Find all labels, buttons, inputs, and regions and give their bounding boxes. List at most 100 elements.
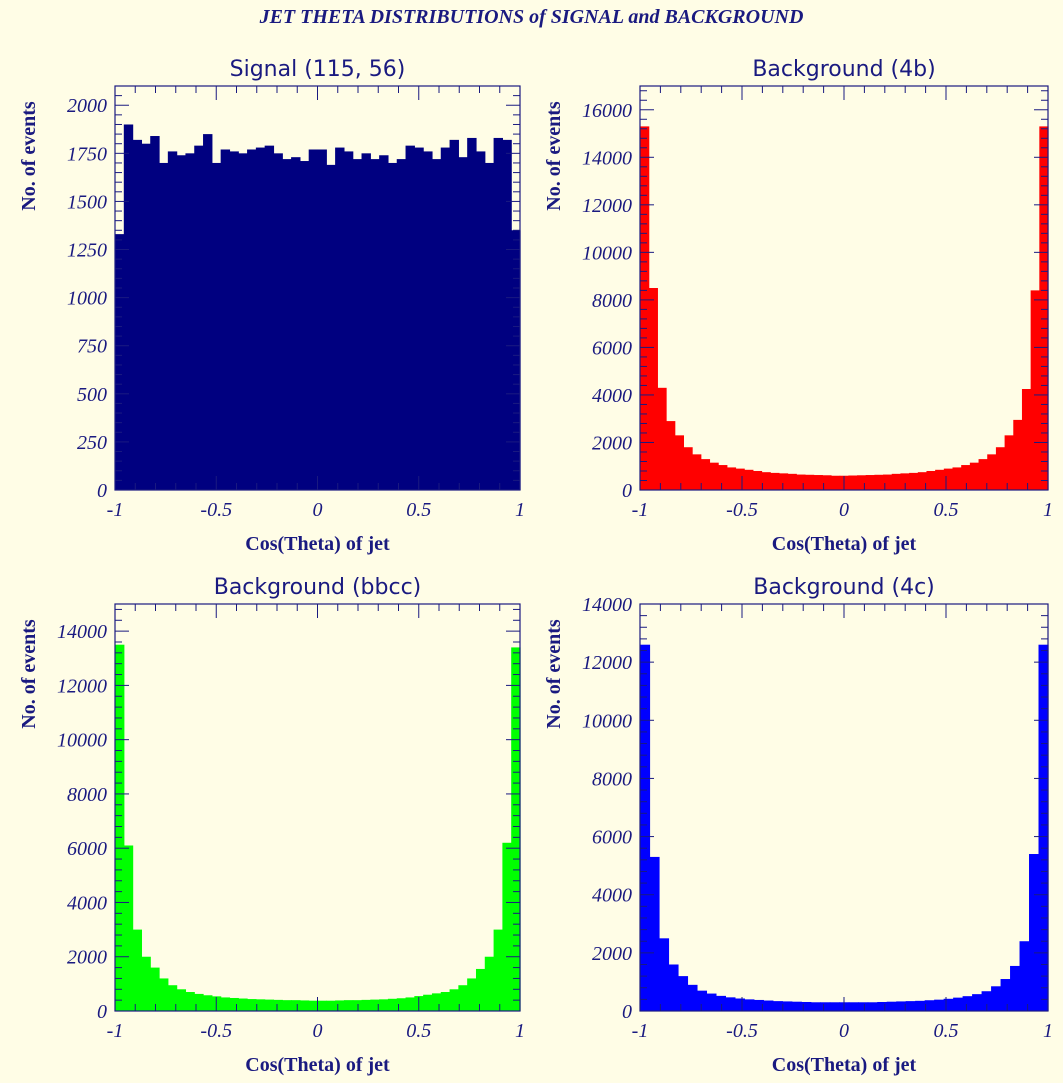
histogram-bar (414, 147, 424, 490)
histogram-bar (141, 956, 151, 1011)
histogram-bar (379, 155, 389, 490)
histogram-bar (874, 474, 884, 490)
histogram-bar (706, 993, 717, 1011)
page-title: JET THETA DISTRIBUTIONS of SIGNAL and BA… (259, 6, 804, 28)
histogram-bar (440, 992, 451, 1011)
y-tick-label: 8000 (592, 768, 632, 790)
y-tick-label: 0 (622, 480, 632, 502)
x-tick-label: 0.5 (934, 499, 959, 521)
x-tick-label: 0.5 (406, 1020, 431, 1042)
histogram-bar (185, 153, 195, 490)
y-tick-label: 500 (77, 384, 107, 406)
histogram-bar (715, 995, 726, 1011)
histogram-bar (640, 644, 651, 1011)
histogram-bar (396, 159, 407, 490)
y-tick-label: 1750 (67, 143, 107, 165)
histogram-bar (159, 978, 169, 1011)
histogram-bar (752, 470, 763, 490)
histogram-bar (440, 147, 451, 490)
plot-frame (639, 603, 1049, 1012)
histogram-bar (649, 856, 660, 1011)
chart-panel-3: -1 -0.5 0 0.5 1 0 2000 4000 6000 8000 10000 12000 14… (18, 575, 525, 1076)
histogram-bar (326, 1000, 336, 1011)
histogram-bar (317, 149, 327, 491)
y-tick-label: 14000 (582, 594, 632, 616)
histogram-bar (1030, 290, 1040, 490)
histogram-bar (449, 989, 459, 1011)
histogram-bar (484, 956, 495, 1011)
histogram-bar (150, 967, 160, 1011)
histogram-bar (511, 230, 521, 491)
histogram-bar (995, 447, 1006, 490)
x-axis-label: Cos(Theta) of jet (245, 1054, 390, 1076)
histogram-bar (247, 999, 257, 1011)
histogram-bar (857, 475, 867, 490)
histogram-bar (778, 473, 789, 490)
histogram-bar (1039, 126, 1049, 491)
x-tick-label: -0.5 (726, 1020, 758, 1042)
histogram-bar (273, 153, 283, 490)
histogram-bar (677, 976, 689, 1011)
y-tick-label: 250 (77, 432, 107, 454)
histogram-bar (484, 162, 495, 490)
histogram-bar (449, 139, 459, 490)
x-tick-label: 0 (313, 499, 323, 521)
histogram-bar (493, 137, 503, 490)
histogram-bar (804, 474, 815, 490)
histogram-bar (1021, 389, 1032, 490)
y-axis-label: No. of events (18, 101, 40, 211)
histogram-bar (978, 459, 988, 490)
y-tick-label: 2000 (67, 95, 107, 117)
y-tick-label: 6000 (592, 827, 632, 849)
x-tick-label: 0 (839, 499, 849, 521)
y-tick-label: 14000 (582, 147, 632, 169)
histogram-bar (848, 475, 858, 490)
histogram-bar (458, 157, 468, 490)
y-tick-label: 8000 (592, 290, 632, 312)
histogram-bar (387, 162, 398, 490)
histogram-bar (952, 467, 962, 490)
x-axis-label: Cos(Theta) of jet (245, 533, 390, 555)
histogram-bar (865, 475, 875, 490)
panel-title: Background (bbcc) (214, 575, 422, 600)
y-axis-label: No. of events (543, 619, 565, 729)
histogram-bar (299, 161, 310, 490)
histogram-bar (735, 468, 745, 490)
histogram-bar (431, 993, 442, 1011)
histogram-bar (326, 164, 336, 490)
histogram-bar (657, 387, 667, 490)
histogram-bar (791, 1001, 802, 1011)
y-tick-label: 16000 (582, 100, 632, 122)
histogram-bar (123, 845, 134, 1011)
histogram-bar (718, 465, 728, 490)
y-tick-label: 0 (97, 480, 107, 502)
x-tick-label: 1 (1043, 1020, 1053, 1042)
histogram-bar (770, 472, 780, 490)
histogram-bar (238, 153, 248, 490)
y-tick-label: 12000 (582, 652, 632, 674)
histogram-bar (666, 421, 676, 490)
x-tick-label: -1 (107, 1020, 124, 1042)
histogram-bar (674, 435, 684, 490)
histogram-bar (1004, 435, 1014, 490)
histogram-bar (640, 126, 650, 491)
histogram-bar (405, 145, 415, 490)
histogram-bar (692, 454, 702, 490)
histogram-bar (115, 644, 125, 1011)
histogram-bar (810, 1002, 821, 1011)
histogram-bar (255, 147, 266, 490)
histogram-bar (255, 999, 266, 1011)
histogram-bar (361, 153, 371, 490)
histogram-bar (787, 473, 797, 490)
histogram-bar (934, 999, 945, 1011)
x-tick-label: 0 (839, 1020, 849, 1042)
histogram-bar (176, 989, 187, 1011)
histogram-bar (668, 964, 679, 1011)
histogram-bar (370, 999, 380, 1011)
x-tick-label: -0.5 (726, 499, 758, 521)
histogram-bar (943, 468, 954, 490)
histogram-bar (308, 1000, 319, 1011)
y-tick-label: 2000 (67, 947, 107, 969)
